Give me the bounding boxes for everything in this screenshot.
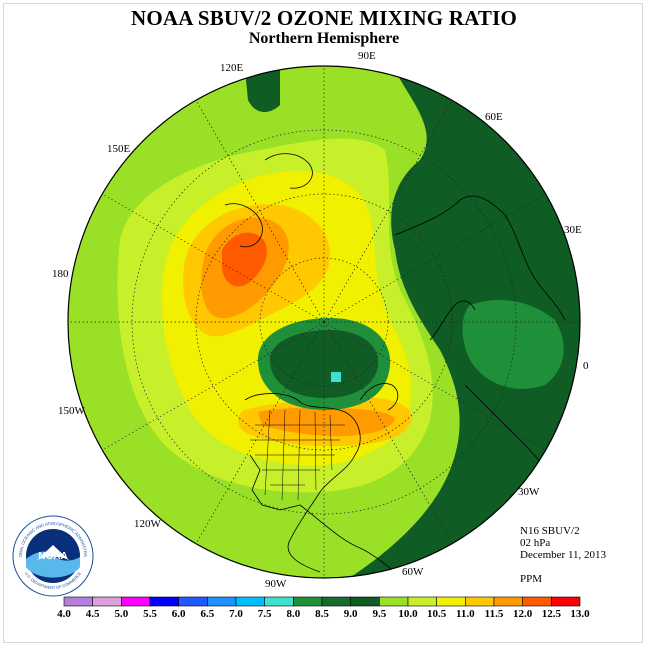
colorbar-tick-label: 8.0 [286,608,301,620]
noaa-logo: NOAA NATIONAL OCEANIC AND ATMOSPHERIC AD… [12,515,94,597]
ozone-field [68,66,580,578]
meridian-line [323,321,453,544]
field-red-orange [222,232,267,287]
colorbar-swatch [235,596,265,607]
lon-label-120w: 120W [134,518,161,530]
colorbar-tick-label: 13.0 [570,608,590,620]
meridian-line [323,100,453,323]
date-label: December 11, 2013 [520,549,607,561]
lon-label-30e: 30E [564,224,582,236]
coast-kamchatka [224,203,263,248]
colorbar-swatch [321,596,351,607]
lon-label-180: 180 [52,268,69,280]
political-boundaries [250,409,345,501]
colorbar-swatch [121,596,151,607]
field-dark-green-120e [245,70,280,112]
meridian-line [195,321,325,544]
colorbar-swatch [350,596,380,607]
colorbar-tick-label: 4.0 [57,608,71,620]
meridian-line [102,321,325,451]
colorbar-swatch [92,596,122,607]
lon-label-60e: 60E [485,111,503,123]
lon-label-90e: 90E [358,50,376,62]
map-title: NOAA SBUV/2 OZONE MIXING RATIO [131,6,517,30]
colorbar-swatch [207,596,237,607]
coast-gulf [249,454,301,511]
colorbar-tick-label: 7.5 [257,608,272,620]
lon-label-60w: 60W [402,566,424,578]
colorbar-tick-label: 12.5 [541,608,561,620]
coast-greenland [359,383,399,411]
figure-frame [3,3,643,643]
colorbar-tick-label: 4.5 [85,608,100,620]
colorbar-tick-label: 10.5 [427,608,447,620]
map-boundary [67,65,581,579]
lon-label-150e: 150E [107,143,131,155]
lon-label-120e: 120E [220,62,244,74]
lon-label-90w: 90W [265,578,287,590]
colorbar-swatch [149,596,179,607]
colorbar-tick-label: 7.0 [229,608,243,620]
colorbar-swatch [465,596,495,607]
colorbar-tick-label: 9.0 [343,608,358,620]
pressure-level-label: 02 hPa [520,537,551,549]
meridian-line [102,193,325,323]
colorbar [63,596,581,607]
colorbar-tick-label: 11.0 [456,608,475,620]
colorbar-swatch [436,596,466,607]
units-label: PPM [520,573,543,585]
colorbar-tick-label: 8.5 [315,608,329,620]
colorbar-tick-label: 5.5 [143,608,157,620]
coast-central-america [299,504,401,576]
colorbar-tick-label: 11.5 [484,608,504,620]
logo-gull-icon [36,545,70,561]
field-mid-green-europe [462,300,564,389]
colorbar-swatch [178,596,208,607]
field-cyan-spot [331,372,341,382]
coast-eurasia [394,195,566,321]
coast-north-america [244,393,361,573]
colorbar-swatch [522,596,552,607]
logo-wordmark: NOAA [38,551,67,562]
colorbar-swatch [551,596,581,607]
meridian-line [195,100,325,323]
colorbar-tick-label: 6.0 [171,608,186,620]
field-polar-vortex [270,330,379,398]
coast-scandinavia [429,300,476,341]
colorbar-tick-label: 5.0 [114,608,129,620]
colorbar-tick-label: 10.0 [398,608,418,620]
coastlines [224,153,566,576]
colorbar-swatch [407,596,437,607]
colorbar-tick-label: 12.0 [513,608,533,620]
lon-label-30w: 30W [518,486,540,498]
map-subtitle: Northern Hemisphere [248,30,400,47]
colorbar-swatch [379,596,409,607]
field-orange-south [258,407,395,437]
colorbar-swatch [63,596,93,607]
colorbar-tick-label: 6.5 [200,608,215,620]
colorbar-tick-label: 9.5 [372,608,387,620]
colorbar-swatch [264,596,294,607]
meridian-line [323,193,546,323]
lon-label-0: 0 [583,360,589,372]
colorbar-swatch [493,596,523,607]
coast-east-asia [264,153,313,189]
colorbar-swatch [293,596,323,607]
instrument-label: N16 SBUV/2 [520,525,580,537]
lon-label-150w: 150W [58,405,85,417]
